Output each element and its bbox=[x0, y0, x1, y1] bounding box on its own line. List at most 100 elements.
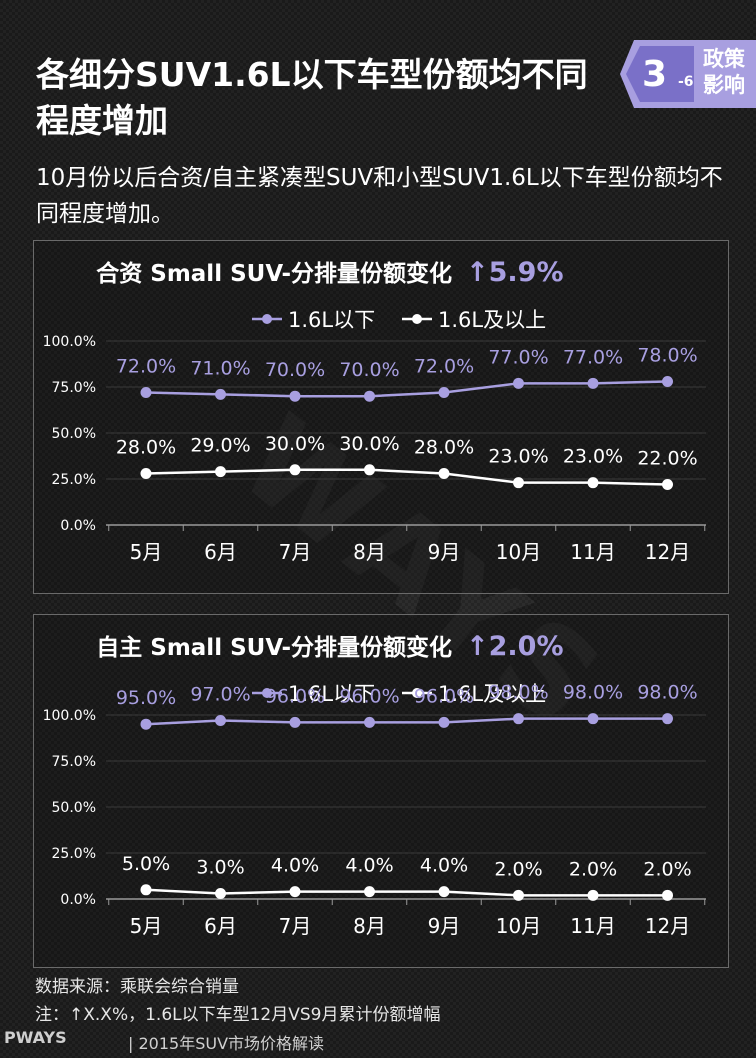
data-point bbox=[587, 713, 599, 725]
x-tick-label: 6月 bbox=[204, 914, 237, 938]
y-tick-label: 50.0% bbox=[52, 426, 96, 442]
legend-label: 1.6L及以上 bbox=[438, 308, 546, 332]
data-point bbox=[289, 464, 301, 476]
data-point bbox=[438, 467, 450, 479]
x-tick-label: 11月 bbox=[570, 914, 615, 938]
data-point bbox=[289, 886, 301, 898]
data-label: 4.0% bbox=[420, 855, 468, 877]
data-label: 23.0% bbox=[488, 446, 548, 468]
data-point bbox=[513, 477, 524, 489]
data-point bbox=[140, 718, 152, 730]
data-label: 96.0% bbox=[265, 685, 325, 707]
chart-panel-domestic: 自主 Small SUV-分排量份额变化 ↑2.0% 1.6L以下 1.6L及以上 10… bbox=[33, 614, 729, 968]
data-label: 72.0% bbox=[116, 356, 176, 378]
data-label: 97.0% bbox=[190, 684, 250, 706]
data-point bbox=[215, 715, 226, 727]
data-point bbox=[140, 884, 152, 896]
data-point bbox=[364, 390, 375, 402]
data-label: 2.0% bbox=[569, 858, 617, 880]
data-point bbox=[215, 887, 226, 899]
data-point bbox=[587, 377, 599, 389]
page-title: 各细分SUV1.6L以下车型份额均不同程度增加 bbox=[36, 55, 588, 140]
data-point bbox=[140, 467, 152, 479]
chart-change: ↑5.9% bbox=[466, 257, 564, 288]
data-label: 70.0% bbox=[265, 359, 325, 381]
data-point bbox=[662, 479, 673, 491]
data-point bbox=[513, 713, 524, 725]
data-label: 4.0% bbox=[271, 855, 319, 877]
data-label: 98.0% bbox=[488, 682, 548, 704]
data-point bbox=[438, 716, 450, 728]
data-label: 30.0% bbox=[339, 433, 399, 455]
data-label: 98.0% bbox=[563, 682, 623, 704]
y-tick-label: 0.0% bbox=[60, 892, 96, 908]
y-tick-label: 0.0% bbox=[60, 518, 96, 534]
data-label: 23.0% bbox=[563, 446, 623, 468]
page-subtitle: 10月份以后合资/自主紧凑型SUV和小型SUV1.6L以下车型份额均不同程度增加… bbox=[36, 165, 723, 227]
series-line-2 bbox=[145, 888, 668, 897]
x-tick-label: 10月 bbox=[496, 540, 541, 564]
data-label: 72.0% bbox=[414, 356, 474, 378]
y-tick-label: 25.0% bbox=[52, 846, 96, 862]
data-point bbox=[587, 889, 599, 901]
badge-label: 政策影响 bbox=[703, 47, 745, 97]
data-point bbox=[215, 466, 226, 478]
data-label: 96.0% bbox=[339, 685, 399, 707]
data-point bbox=[215, 388, 226, 400]
legend-label: 1.6L以下 bbox=[288, 682, 375, 706]
x-tick-label: 8月 bbox=[353, 914, 386, 938]
legend-label: 1.6L以下 bbox=[288, 308, 375, 332]
x-tick-label: 7月 bbox=[279, 540, 312, 564]
chart-joint-venture: 合资 Small SUV-分排量份额变化 ↑5.9% 1.6L以下 1.6L及以上 10… bbox=[43, 257, 706, 564]
chart-panel-joint-venture: 合资 Small SUV-分排量份额变化 ↑5.9% 1.6L以下 1.6L及以上 10… bbox=[33, 240, 729, 594]
data-label: 28.0% bbox=[116, 436, 176, 458]
data-label: 77.0% bbox=[488, 346, 548, 368]
series-line-2 bbox=[145, 468, 668, 486]
data-label: 28.0% bbox=[414, 436, 474, 458]
data-point bbox=[438, 387, 450, 399]
x-tick-label: 12月 bbox=[645, 914, 690, 938]
y-tick-label: 50.0% bbox=[52, 800, 96, 816]
data-label: 77.0% bbox=[563, 346, 623, 368]
x-tick-label: 7月 bbox=[279, 914, 312, 938]
x-tick-label: 9月 bbox=[428, 540, 461, 564]
y-tick-label: 100.0% bbox=[43, 708, 96, 724]
legend-label: 1.6L及以上 bbox=[438, 682, 546, 706]
data-source: 数据来源：乘联会综合销量 bbox=[35, 977, 239, 997]
badge-subnumber: -6 bbox=[678, 74, 694, 90]
data-point bbox=[513, 377, 524, 389]
x-tick-label: 6月 bbox=[204, 540, 237, 564]
data-point bbox=[140, 387, 152, 399]
legend-swatch-marker bbox=[412, 688, 422, 698]
data-label: 70.0% bbox=[339, 359, 399, 381]
y-tick-label: 75.0% bbox=[52, 754, 96, 770]
y-tick-label: 100.0% bbox=[43, 334, 96, 350]
data-label: 2.0% bbox=[643, 858, 691, 880]
report-title-text: 2015年SUV市场价格解读 bbox=[138, 1034, 325, 1053]
data-point bbox=[289, 716, 301, 728]
data-point bbox=[438, 886, 450, 898]
data-label: 98.0% bbox=[637, 682, 697, 704]
data-point bbox=[513, 889, 524, 901]
data-point bbox=[289, 390, 301, 402]
badge-shape bbox=[620, 40, 756, 108]
x-tick-label: 5月 bbox=[130, 914, 163, 938]
series-line-1 bbox=[145, 717, 668, 726]
data-label: 3.0% bbox=[196, 856, 244, 878]
data-label: 4.0% bbox=[345, 855, 393, 877]
data-label: 29.0% bbox=[190, 435, 250, 457]
data-point bbox=[364, 886, 375, 898]
y-tick-label: 75.0% bbox=[52, 380, 96, 396]
chart-change: ↑2.0% bbox=[466, 631, 564, 662]
report-title: | 2015年SUV市场价格解读 bbox=[128, 1030, 324, 1054]
x-tick-label: 11月 bbox=[570, 540, 615, 564]
x-tick-label: 10月 bbox=[496, 914, 541, 938]
data-point bbox=[662, 375, 673, 387]
chart-title: 合资 Small SUV-分排量份额变化 bbox=[96, 260, 452, 287]
data-label: 71.0% bbox=[190, 357, 250, 379]
x-tick-label: 9月 bbox=[428, 914, 461, 938]
data-label: 95.0% bbox=[116, 687, 176, 709]
y-tick-label: 25.0% bbox=[52, 472, 96, 488]
data-point bbox=[587, 477, 599, 489]
chart-domestic: 自主 Small SUV-分排量份额变化 ↑2.0% 1.6L以下 1.6L及以上 10… bbox=[43, 631, 706, 938]
